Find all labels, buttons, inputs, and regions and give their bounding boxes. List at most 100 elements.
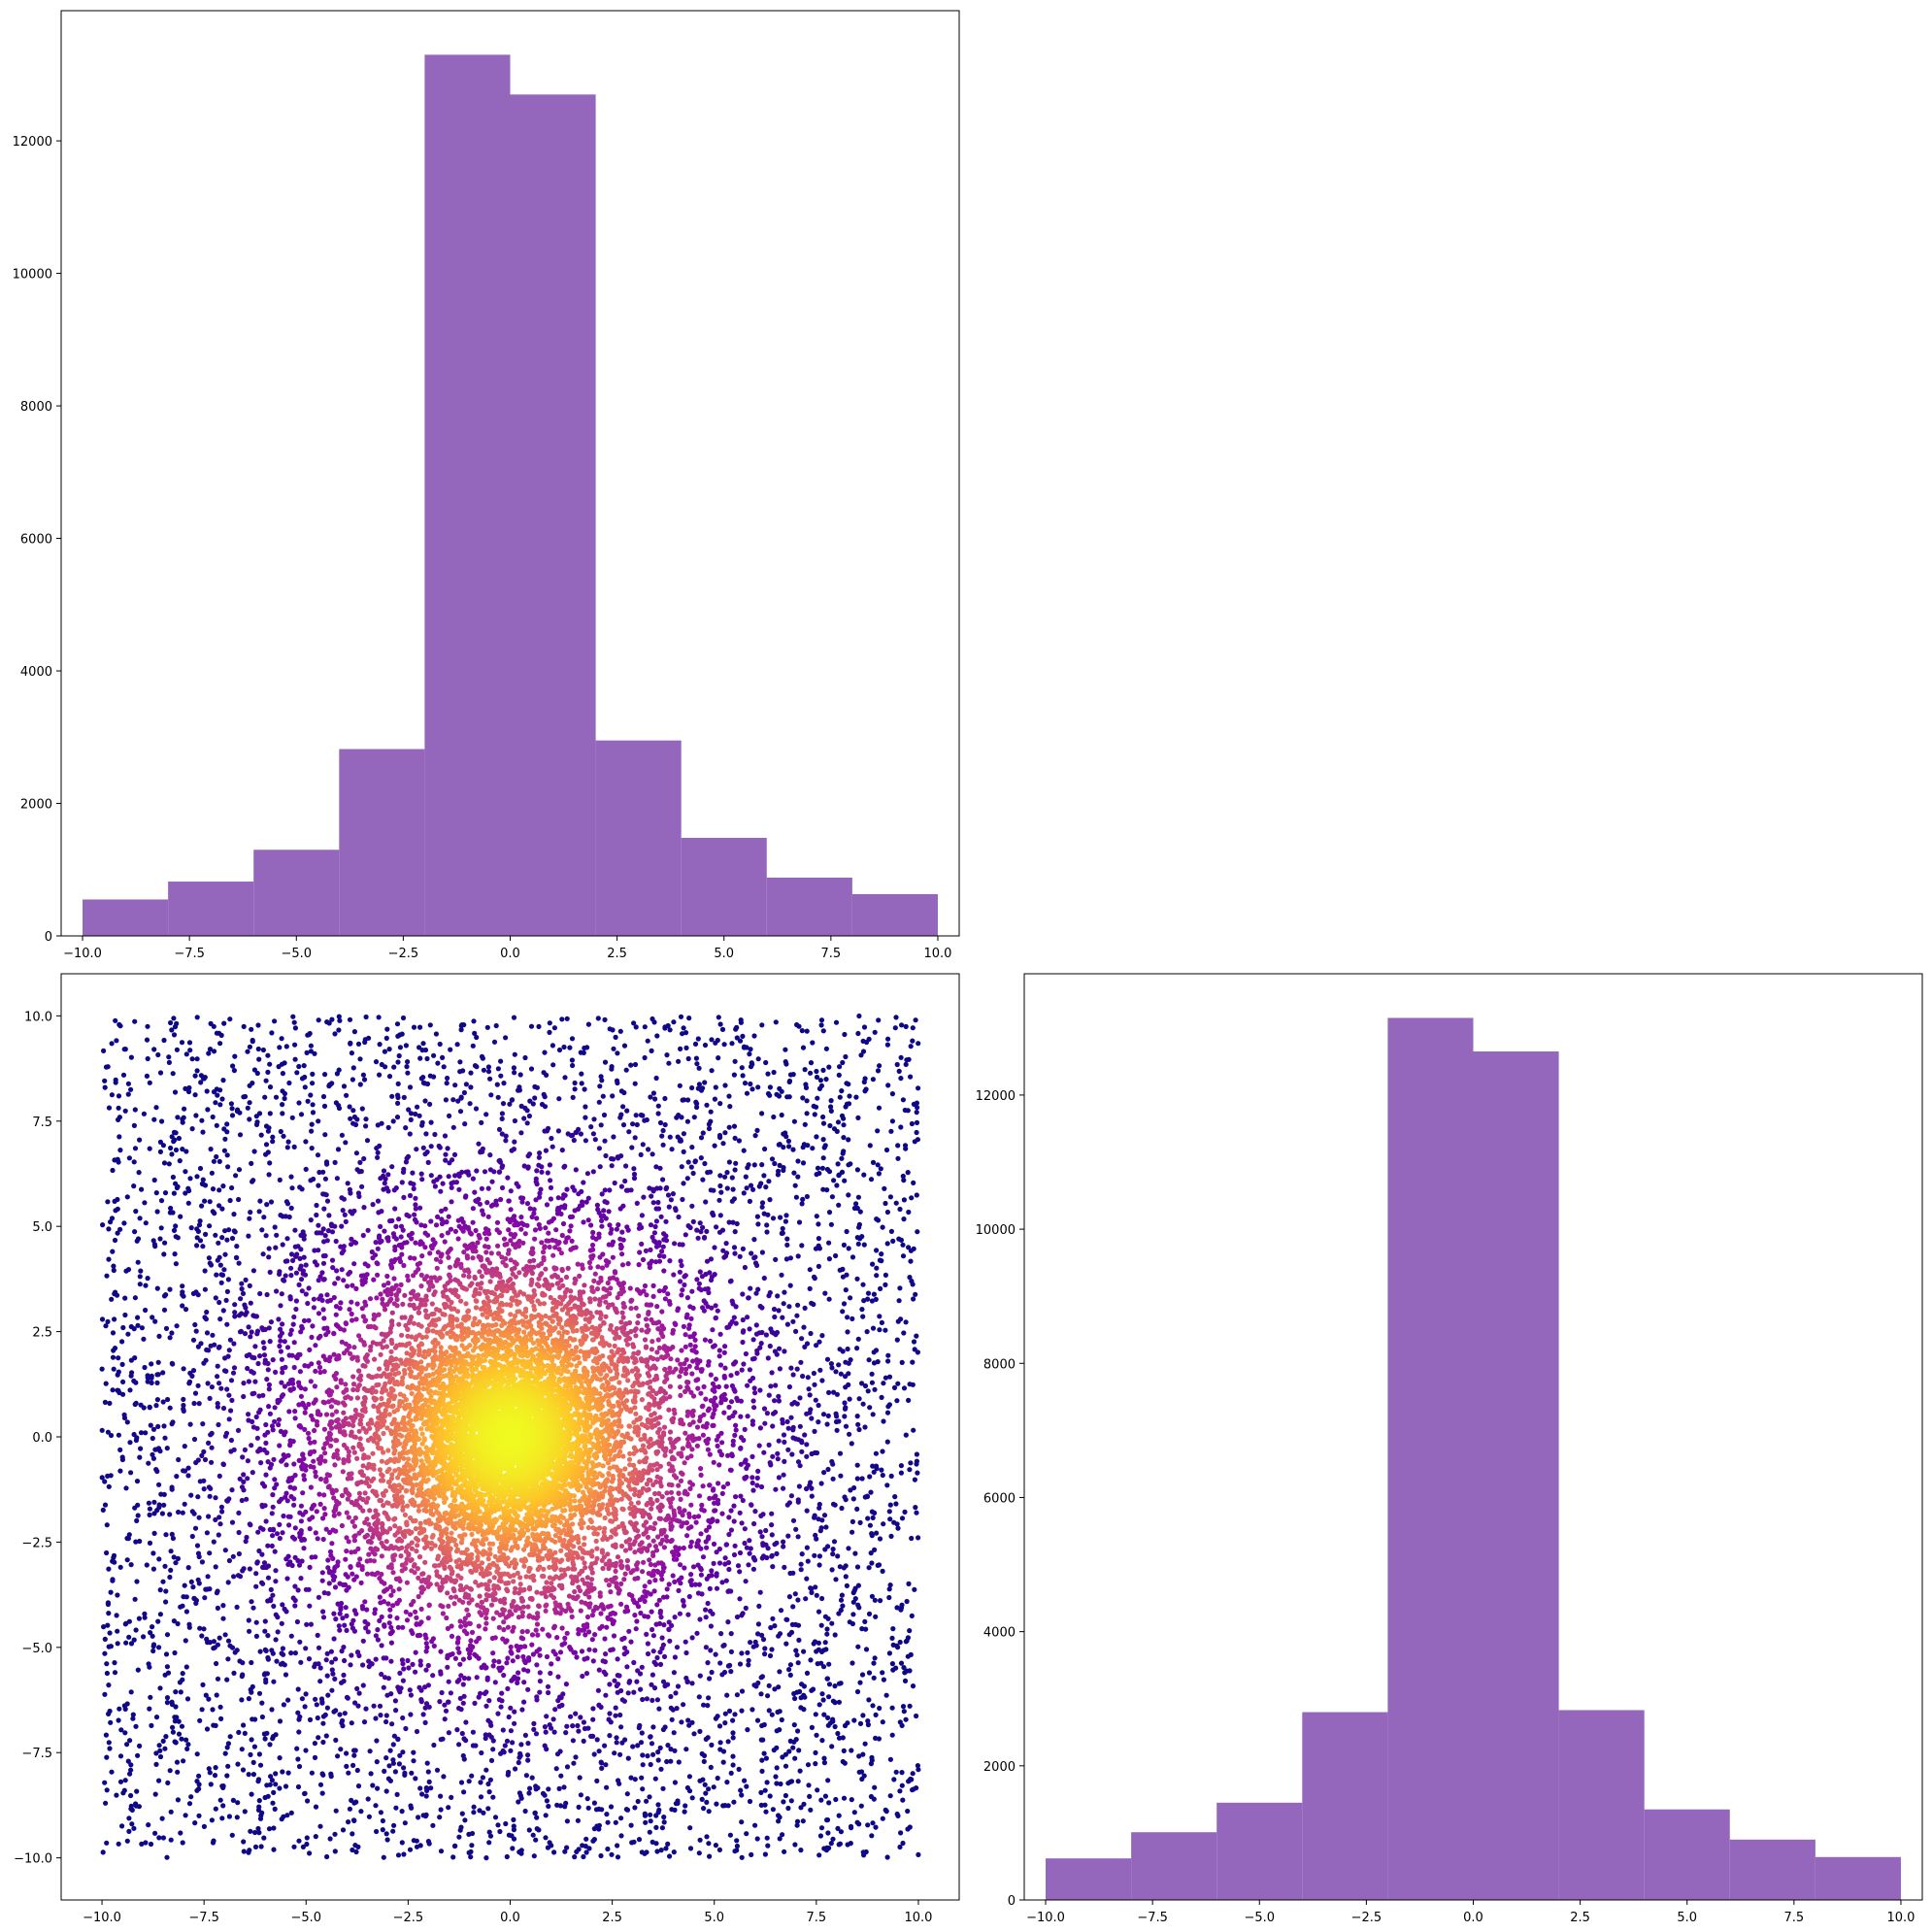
bottom-left-scatter-point — [866, 1697, 872, 1703]
bottom-left-scatter-point — [253, 1314, 259, 1319]
bottom-left-scatter-point — [849, 1797, 854, 1803]
bottom-left-scatter-point — [764, 1229, 770, 1235]
bottom-left-scatter-point — [661, 1253, 667, 1259]
bottom-left-scatter-point — [759, 1555, 765, 1561]
bottom-left-scatter-point — [384, 1837, 390, 1843]
bottom-left-scatter-point — [656, 1706, 662, 1712]
bottom-left-scatter-point — [775, 1450, 781, 1456]
bottom-left-scatter-point — [133, 1627, 139, 1633]
bottom-left-scatter-point — [490, 1794, 496, 1800]
bottom-left-scatter-point — [217, 1203, 222, 1209]
bottom-left-scatter-point — [124, 1701, 130, 1707]
bottom-left-scatter-point — [702, 1286, 709, 1292]
bottom-left-scatter-point — [597, 1164, 603, 1170]
bottom-left-scatter-point — [726, 1219, 732, 1225]
bottom-left-scatter-point — [814, 1649, 819, 1654]
bottom-left-scatter-point — [180, 1840, 185, 1846]
bottom-left-scatter-point — [229, 1106, 235, 1112]
bottom-left-scatter-point — [113, 1017, 118, 1023]
bottom-left-scatter-point — [574, 1654, 580, 1660]
bottom-left-scatter-point — [260, 1526, 266, 1532]
bottom-left-scatter-point — [678, 1258, 683, 1264]
bottom-left-scatter-point — [617, 1028, 623, 1034]
bottom-left-scatter-point — [208, 1147, 214, 1152]
bottom-left-scatter-point — [406, 1107, 412, 1113]
bottom-left-scatter-point — [222, 1548, 228, 1553]
bottom-left-scatter-point — [252, 1379, 258, 1384]
bottom-left-scatter-point — [307, 1603, 313, 1609]
bottom-left-scatter-point — [346, 1584, 351, 1590]
bottom-left-scatter-point — [903, 1319, 909, 1325]
bottom-left-scatter-point — [295, 1783, 302, 1790]
bottom-left-scatter-point — [134, 1788, 140, 1794]
bottom-left-scatter-point — [563, 1682, 570, 1687]
bottom-left-scatter-point — [272, 1549, 278, 1554]
bottom-left-scatter-point — [382, 1622, 387, 1628]
bottom-left-scatter-point — [782, 1564, 787, 1570]
bottom-left-scatter-point — [900, 1242, 906, 1248]
bottom-left-scatter-point — [530, 1832, 536, 1838]
bottom-left-scatter-point — [697, 1728, 703, 1734]
bottom-left-scatter-point — [638, 1151, 644, 1157]
bottom-left-scatter-point — [257, 1448, 263, 1453]
bottom-left-scatter-point — [545, 1683, 551, 1689]
bottom-left-scatter-point — [775, 1172, 782, 1178]
bottom-left-scatter-point — [358, 1168, 364, 1175]
bottom-left-scatter-point — [536, 1023, 542, 1029]
bottom-left-scatter-point — [885, 1404, 891, 1410]
bottom-left-scatter-point — [831, 1126, 838, 1132]
bottom-left-scatter-point — [474, 1064, 480, 1070]
bottom-left-scatter-point — [573, 1167, 579, 1173]
bottom-left-scatter-point — [532, 1810, 538, 1815]
bottom-left-scatter-point — [677, 1269, 683, 1275]
bottom-left-scatter-point — [550, 1144, 555, 1149]
bottom-left-scatter-point — [729, 1175, 735, 1181]
bottom-left-scatter-point — [662, 1095, 668, 1102]
bottom-left-scatter-point — [412, 1212, 417, 1217]
bottom-left-scatter-point — [201, 1486, 207, 1492]
bottom-left-scatter-point — [270, 1492, 276, 1498]
bottom-left-scatter-point — [126, 1155, 132, 1161]
bottom-left-scatter-point — [787, 1738, 793, 1744]
bottom-left-scatter-point — [875, 1128, 881, 1134]
bottom-left-scatter-point — [886, 1586, 892, 1592]
bottom-left-scatter-point — [732, 1849, 738, 1854]
bottom-left-scatter-point — [837, 1564, 843, 1570]
bottom-left-scatter-point — [766, 1179, 772, 1184]
bottom-left-scatter-point — [117, 1134, 122, 1140]
bottom-left-scatter-point — [550, 1716, 556, 1722]
bottom-left-scatter-point — [207, 1770, 213, 1776]
bottom-left-scatter-point — [539, 1164, 545, 1170]
bottom-left-scatter-point — [731, 1315, 737, 1320]
bottom-left-scatter-point — [128, 1470, 134, 1476]
bottom-left-scatter-point — [270, 1504, 276, 1510]
bottom-left-scatter-point — [218, 1280, 224, 1285]
bottom-left-scatter-point — [698, 1229, 704, 1235]
bottom-left-scatter-point — [647, 1185, 652, 1191]
bottom-left-scatter-point — [304, 1835, 310, 1841]
bottom-left-scatter-point — [246, 1772, 251, 1778]
bottom-left-scatter-point — [283, 1044, 289, 1049]
bottom-left-scatter-point — [744, 1545, 750, 1550]
bottom-left-scatter-point — [883, 1327, 888, 1333]
bottom-left-scatter-point — [688, 1164, 694, 1170]
bottom-left-scatter-point — [266, 1172, 272, 1178]
bottom-left-scatter-point — [489, 1179, 495, 1184]
bottom-left-scatter-point — [478, 1794, 484, 1800]
bottom-left-scatter-point — [188, 1492, 194, 1498]
bottom-left-scatter-point — [380, 1827, 385, 1833]
bottom-left-scatter-point — [438, 1793, 444, 1799]
bottom-left-scatter-point — [694, 1630, 700, 1636]
bottom-left-scatter-point — [716, 1015, 721, 1020]
bottom-left-scatter-point — [781, 1301, 786, 1307]
bottom-left-scatter-point — [253, 1583, 259, 1589]
bottom-left-scatter-point — [911, 1180, 916, 1185]
bottom-left-scatter-point — [231, 1068, 237, 1074]
bottom-left-scatter-point — [724, 1185, 730, 1191]
bottom-left-scatter-point — [728, 1373, 734, 1379]
bottom-left-scatter-point — [142, 1200, 148, 1206]
bottom-left-scatter-point — [341, 1196, 347, 1202]
bottom-left-scatter-point — [244, 1310, 250, 1316]
bottom-left-scatter-point — [688, 1316, 694, 1321]
bottom-left-scatter-point — [366, 1658, 372, 1664]
